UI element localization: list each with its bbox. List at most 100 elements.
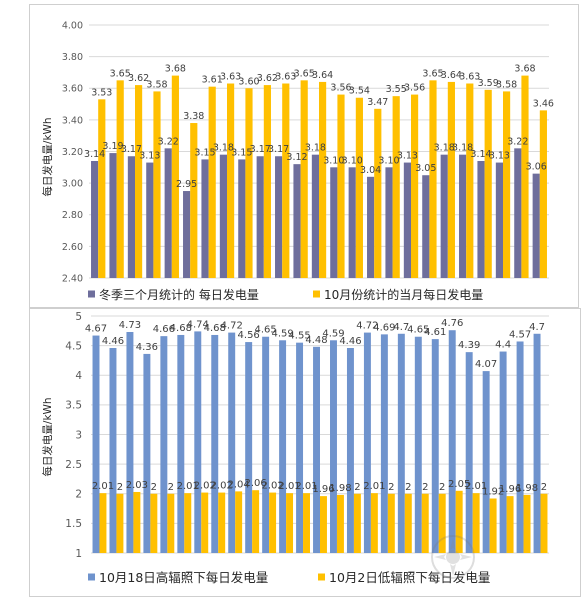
bar-series-1-item-24 [482,371,490,553]
data-label-series-1-item-14: 3.10 [323,155,344,166]
y-tick-label: 3.80 [62,52,83,63]
data-label-series-2-item-26: 1.98 [516,483,538,494]
data-label-series-2-item-15: 1.98 [329,483,351,494]
data-label-series-1-item-6: 2.95 [176,179,197,190]
data-label-series-1-item-2: 4.46 [102,336,124,347]
bar-series-1-item-6 [177,334,185,553]
bar-series-1-item-13 [311,154,319,278]
data-label-series-1-item-24: 4.07 [475,359,497,370]
bar-series-1-item-24 [514,148,522,278]
bar-series-2-item-15 [355,97,363,278]
bar-series-2-item-5 [167,493,175,553]
y-tick-label: 4.00 [62,20,83,31]
data-label-series-2-item-1: 3.53 [91,87,112,98]
data-label-series-1-item-10: 3.17 [250,144,271,155]
data-label-series-2-item-9: 3.60 [238,76,259,87]
data-label-series-1-item-15: 3.10 [342,155,363,166]
bar-series-2-item-15 [336,494,344,553]
y-tick-label: 1.5 [65,518,82,530]
bar-series-2-item-8 [227,83,235,278]
data-label-series-1-item-17: 4.72 [356,321,378,332]
data-label-series-1-item-19: 3.05 [415,163,436,174]
bar-series-2-item-1 [98,99,106,278]
data-label-series-1-item-17: 3.10 [378,155,399,166]
data-label-series-1-item-12: 3.12 [286,152,307,163]
y-tick-label: 2.80 [62,210,83,221]
data-label-series-2-item-5: 2 [168,482,174,493]
data-label-series-1-item-12: 4.59 [271,328,293,339]
chart-panel-top: 4.00 3.80 3.60 3.40 3.20 3.00 2.80 2.60 2.40 3.14… [29,4,579,308]
data-label-series-1-item-9: 3.15 [231,147,252,158]
bar-series-1-item-20 [414,336,422,553]
data-label-series-2-item-18: 3.56 [404,83,425,94]
bar-series-1-item-21 [431,339,439,553]
data-label-series-2-item-13: 2.01 [295,481,317,492]
data-label-series-1-item-6: 4.68 [170,323,192,334]
data-label-series-2-item-25: 1.96 [499,484,521,495]
data-label-series-1-item-3: 4.73 [119,320,141,331]
bar-series-1-item-23 [465,352,473,553]
data-label-series-1-item-14: 4.48 [305,335,327,346]
bar-series-1-item-11 [275,156,283,278]
data-label-series-1-item-7: 4.74 [187,319,209,330]
data-label-series-1-item-16: 4.46 [339,336,361,347]
data-label-series-1-item-7: 3.15 [194,147,215,158]
data-label-series-2-item-4: 3.58 [146,79,167,90]
data-label-series-2-item-19: 3.65 [422,68,443,79]
bar-series-1-item-12 [293,164,301,278]
data-label-series-2-item-7: 2.02 [194,481,216,492]
data-label-series-2-item-27: 2 [541,482,547,493]
bar-series-2-item-12 [300,80,308,278]
bar-series-2-item-5 [171,75,179,278]
data-label-series-1-item-5: 4.66 [153,324,175,335]
data-label-series-2-item-19: 2 [405,482,411,493]
data-label-series-2-item-1: 2.01 [92,481,114,492]
bar-series-2-item-1 [99,493,107,553]
data-label-series-2-item-15: 3.54 [349,86,370,97]
data-label-series-2-item-14: 3.56 [330,83,351,94]
bar-series-1-item-19 [422,175,430,278]
bar-series-2-item-13 [303,493,310,553]
data-label-series-2-item-24: 3.68 [514,64,535,75]
bar-series-1-item-5 [164,148,172,278]
data-label-series-1-item-20: 3.18 [434,143,455,154]
bar-series-1-item-15 [330,340,337,553]
bar-series-1-item-16 [367,176,375,278]
data-label-series-1-item-3: 3.17 [121,144,142,155]
bar-series-1-item-9 [228,332,236,553]
data-label-series-1-item-25: 3.06 [526,162,547,173]
data-label-series-1-item-15: 4.59 [322,328,344,339]
data-label-series-1-item-20: 4.65 [407,325,429,336]
data-label-series-2-item-16: 3.47 [367,97,388,108]
data-label-series-2-item-25: 3.46 [533,98,554,109]
legend-label-series-1: 冬季三个月统计的 每日发电量 [99,287,259,302]
data-label-series-2-item-8: 2.02 [211,481,233,492]
bar-series-1-item-2 [109,347,117,553]
data-label-series-2-item-17: 2.01 [363,481,385,492]
bar-series-1-item-14 [330,167,338,278]
bar-series-2-item-2 [116,80,124,278]
y-tick-label: 3 [75,429,82,441]
bar-series-2-item-22 [484,89,492,278]
bar-series-1-item-19 [397,333,405,553]
data-label-series-2-item-6: 2.01 [177,481,199,492]
bar-series-2-item-20 [447,81,455,278]
bar-series-2-item-23 [472,493,480,553]
bar-series-1-item-8 [211,334,219,553]
legend-label-series-2: 10月2日低辐照下每日发电量 [329,570,490,585]
bar-series-2-item-23 [503,91,511,278]
bar-series-1-item-20 [440,154,448,278]
bar-series-2-item-11 [269,492,277,553]
data-label-series-2-item-14: 1.96 [312,484,334,495]
data-label-series-2-item-12: 2.01 [278,481,300,492]
data-label-series-2-item-22: 2.05 [448,479,470,490]
bar-series-2-item-25 [539,110,547,278]
data-label-series-2-item-3: 3.62 [128,73,149,84]
data-label-series-2-item-20: 2 [422,482,428,493]
bar-series-1-item-22 [448,330,456,553]
data-label-series-2-item-23: 3.58 [496,79,517,90]
data-label-series-1-item-26: 4.57 [509,329,531,340]
data-label-series-2-item-18: 2 [388,482,394,493]
bar-series-2-item-14 [337,94,345,278]
data-label-series-1-item-18: 4.69 [373,322,395,333]
